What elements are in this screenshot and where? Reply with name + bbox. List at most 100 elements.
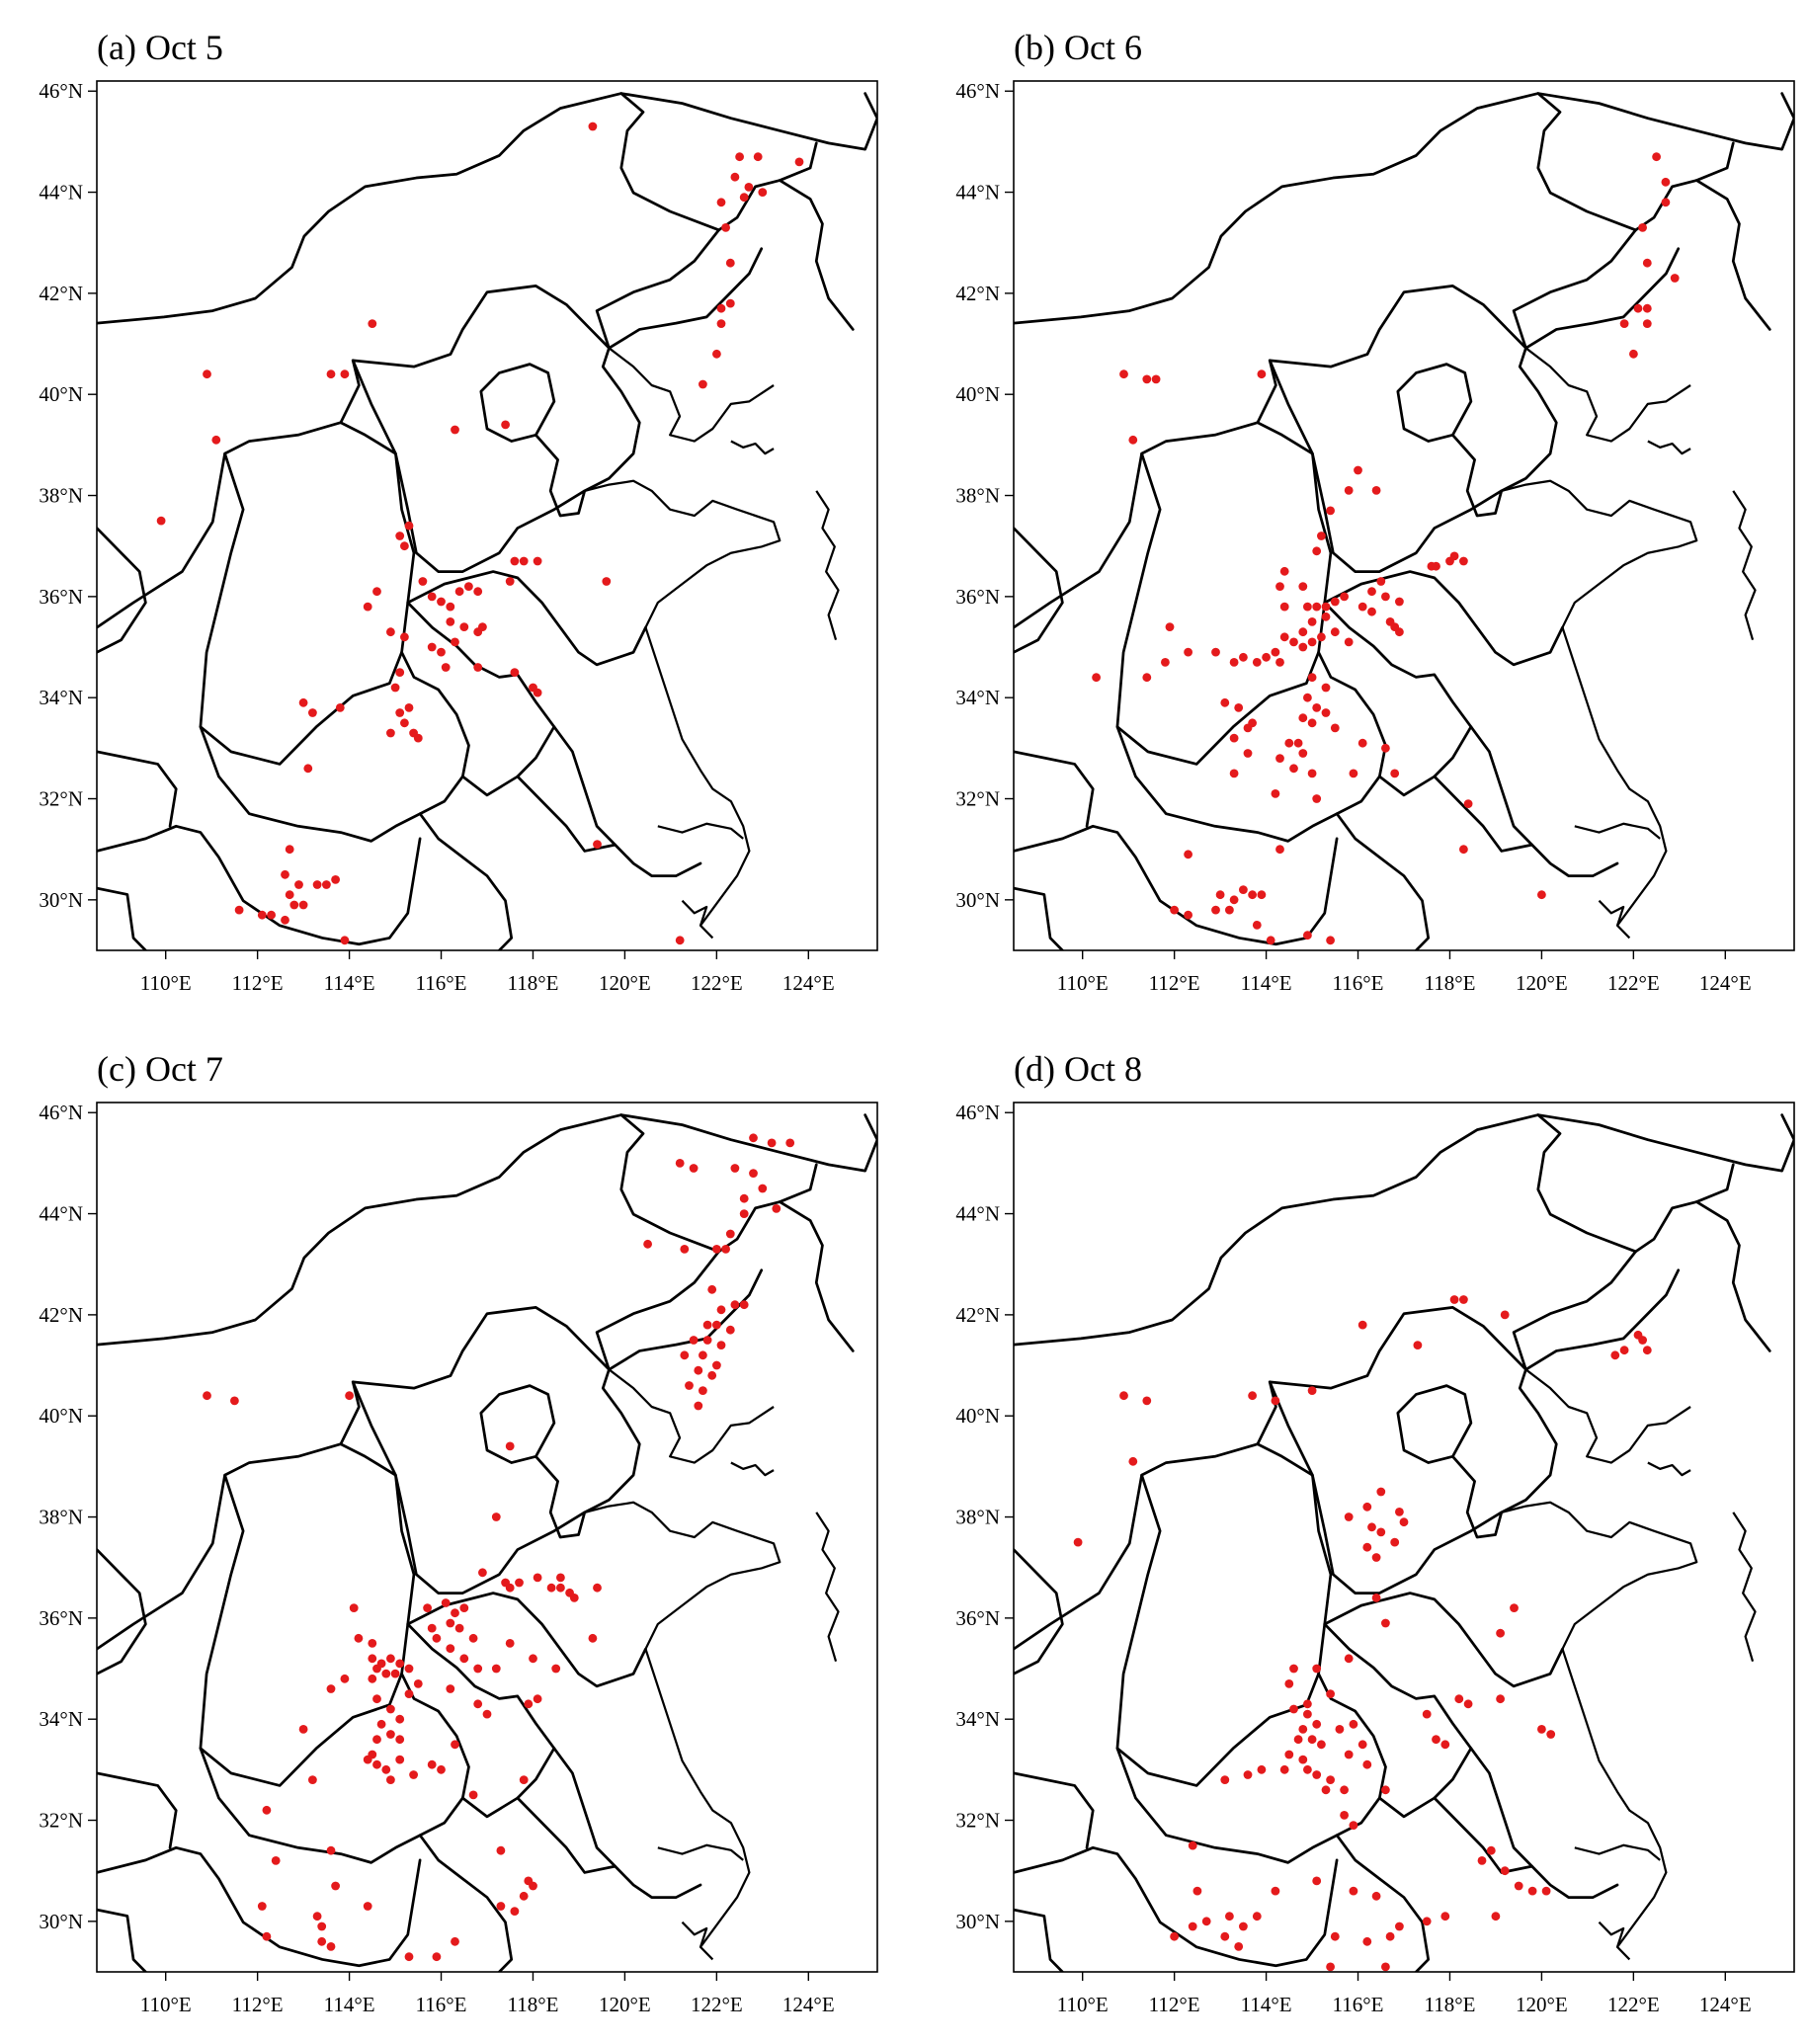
observation-point xyxy=(1248,718,1257,728)
observation-point xyxy=(1211,647,1220,657)
basemap-boundaries xyxy=(1014,1113,1794,1972)
x-tick-label: 118°E xyxy=(507,1993,558,2016)
observation-point xyxy=(413,1679,423,1688)
y-tick-label: 42°N xyxy=(955,282,1000,305)
observation-point xyxy=(689,1336,699,1345)
x-tick-label: 124°E xyxy=(782,1993,835,2016)
observation-point xyxy=(1317,531,1326,540)
observation-point xyxy=(395,708,405,717)
observation-point xyxy=(1357,1320,1367,1330)
observation-point xyxy=(1619,319,1629,328)
map-panel-3: (c) Oct 7 30°N 32°N 34°N 36°N 38°N 40°N 42°N 44°… xyxy=(39,1049,878,2016)
y-tick-label: 36°N xyxy=(39,585,83,609)
observation-point xyxy=(1326,936,1335,945)
observation-point xyxy=(515,1578,524,1588)
observation-point xyxy=(203,369,211,379)
observation-point xyxy=(1243,749,1253,758)
observation-point xyxy=(1289,764,1298,774)
observation-points xyxy=(1073,1295,1652,1972)
observation-point xyxy=(1257,369,1267,379)
observation-point xyxy=(432,1952,442,1962)
observation-point xyxy=(1371,1553,1381,1562)
observation-point xyxy=(386,1654,395,1664)
observation-points xyxy=(156,122,804,945)
observation-point xyxy=(326,1942,336,1951)
observation-point xyxy=(1303,1699,1312,1709)
observation-point xyxy=(721,1245,730,1254)
observation-point xyxy=(1243,1770,1253,1779)
observation-point xyxy=(1330,723,1340,733)
observation-point xyxy=(1376,1527,1386,1537)
observation-point xyxy=(1610,1350,1620,1360)
observation-point xyxy=(326,369,336,379)
observation-point xyxy=(699,1350,707,1360)
observation-point xyxy=(363,1902,372,1911)
y-tick-label: 34°N xyxy=(39,1707,83,1731)
observation-point xyxy=(1201,1917,1211,1926)
observation-point xyxy=(404,703,414,712)
y-tick-label: 32°N xyxy=(39,1809,83,1833)
observation-point xyxy=(1399,1517,1409,1527)
observation-point xyxy=(1537,1725,1546,1734)
observation-point xyxy=(1349,1821,1358,1830)
x-tick-label: 120°E xyxy=(599,1993,651,2016)
observation-point xyxy=(368,1674,377,1683)
observation-point xyxy=(1463,1699,1473,1709)
x-tick-label: 120°E xyxy=(1516,971,1568,995)
observation-point xyxy=(1229,895,1239,905)
observation-point xyxy=(1510,1603,1519,1612)
observation-point xyxy=(716,198,726,207)
observation-point xyxy=(712,1320,721,1330)
observation-point xyxy=(1344,1513,1354,1521)
observation-point xyxy=(1317,632,1326,642)
observation-point xyxy=(459,1603,469,1612)
y-tick-label: 42°N xyxy=(39,282,83,305)
observation-point xyxy=(1298,627,1308,637)
x-tick-label: 114°E xyxy=(324,1993,375,2016)
observation-point xyxy=(1661,198,1671,207)
observation-point xyxy=(1619,1346,1629,1355)
observation-point xyxy=(363,1755,372,1764)
observation-point xyxy=(556,1573,565,1583)
observation-point xyxy=(1381,1785,1390,1795)
observation-point xyxy=(712,349,721,359)
observation-point xyxy=(1298,749,1308,758)
observation-point xyxy=(1312,1770,1322,1779)
observation-point xyxy=(432,1633,442,1643)
observation-point xyxy=(1225,1912,1234,1921)
observation-point xyxy=(1390,769,1400,778)
observation-point xyxy=(1381,1962,1390,1972)
observation-point xyxy=(758,1184,768,1193)
observation-point xyxy=(1073,1537,1083,1547)
observation-point xyxy=(267,910,276,920)
observation-point xyxy=(1546,1730,1556,1739)
observation-point xyxy=(1188,1840,1197,1850)
observation-point xyxy=(381,1764,391,1774)
observation-point xyxy=(1381,1618,1390,1628)
observation-point xyxy=(1142,673,1152,683)
observation-point xyxy=(758,188,768,197)
y-tick-label: 40°N xyxy=(39,382,83,406)
observation-point xyxy=(1326,1689,1335,1698)
observation-point xyxy=(451,637,459,647)
observation-point xyxy=(1344,637,1354,647)
basemap-boundaries xyxy=(97,92,877,950)
observation-point xyxy=(335,703,345,712)
observation-point xyxy=(1440,1912,1450,1921)
observation-point xyxy=(675,936,685,945)
observation-point xyxy=(230,1396,239,1406)
x-tick-label: 110°E xyxy=(140,1993,192,2016)
observation-point xyxy=(1312,794,1322,803)
observation-point xyxy=(1312,602,1322,612)
y-tick-label: 38°N xyxy=(955,1506,1000,1529)
map-frame xyxy=(1013,80,1795,951)
observation-point xyxy=(1321,708,1331,717)
observation-point xyxy=(1357,602,1367,612)
x-tick-label: 114°E xyxy=(1241,1993,1292,2016)
y-tick-label: 38°N xyxy=(39,1506,83,1529)
observation-point xyxy=(1303,1709,1312,1719)
observation-point xyxy=(1633,303,1643,313)
observation-point xyxy=(1188,1921,1197,1931)
observation-point xyxy=(478,1568,487,1578)
observation-point xyxy=(725,298,735,308)
